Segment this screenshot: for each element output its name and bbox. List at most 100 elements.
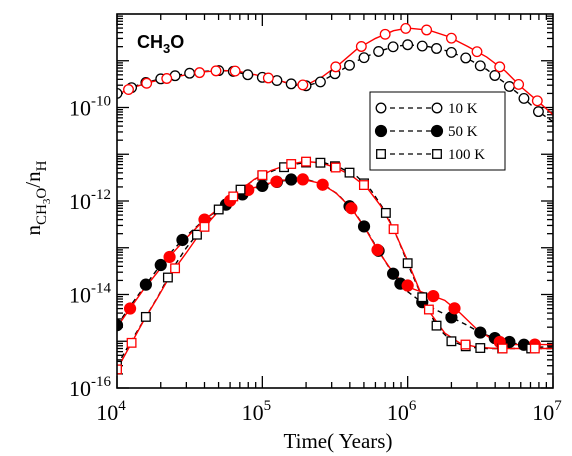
- marker-100-k-model: [170, 263, 181, 274]
- marker-100-k: [380, 207, 391, 218]
- marker-10-k: [445, 47, 457, 58]
- marker-10-k-model: [123, 84, 134, 95]
- x-tick-label: 106: [387, 398, 417, 425]
- marker-50-k-model: [371, 243, 384, 256]
- y-tick-label: 10-14: [69, 281, 111, 308]
- marker-100-k-model: [126, 337, 137, 348]
- x-axis-label: Time( Years): [284, 429, 393, 453]
- marker-100-k: [431, 320, 442, 331]
- marker-100-k-model: [330, 162, 341, 173]
- marker-50-k: [256, 179, 269, 193]
- marker-10-k: [503, 81, 515, 92]
- marker-50-k-model: [270, 175, 283, 188]
- marker-100-k: [446, 336, 457, 347]
- y-tick-label: 10-10: [69, 94, 111, 121]
- tick-labels: 104 105 106 107 10-16 10-14 10-12 10-10: [69, 94, 562, 426]
- y-tick-label: 10-16: [69, 374, 111, 401]
- marker-10-k: [518, 92, 530, 104]
- marker-10-k-model: [531, 95, 543, 107]
- marker-100-k-model: [358, 180, 369, 191]
- marker-10-k-model: [513, 78, 525, 90]
- marker-10-k-model: [262, 72, 274, 84]
- marker-100-k-model: [286, 159, 297, 169]
- marker-50-k: [387, 267, 400, 280]
- marker-10-k: [416, 40, 428, 52]
- x-tick-label: 104: [96, 398, 126, 425]
- marker-50-k: [285, 173, 298, 186]
- legend-marker: [430, 124, 444, 138]
- marker-10-k: [402, 39, 414, 51]
- legend-label: 50 K: [448, 124, 478, 140]
- x-tick-label: 107: [532, 398, 562, 425]
- marker-10-k: [285, 78, 297, 90]
- marker-10-k: [460, 52, 472, 64]
- marker-50-k-model: [345, 202, 358, 215]
- marker-10-k-model: [330, 61, 342, 73]
- marker-10-k: [358, 52, 370, 64]
- marker-100-k: [344, 167, 355, 178]
- marker-50-k: [176, 233, 189, 247]
- marker-10-k-model: [229, 65, 241, 77]
- marker-100-k: [162, 272, 173, 283]
- axis-ticks: [116, 14, 554, 389]
- marker-10-k-model: [194, 67, 206, 79]
- plot-frame: [116, 13, 554, 389]
- marker-100-k-model: [199, 221, 210, 232]
- marker-10-k-model: [494, 61, 506, 73]
- marker-10-k-model: [379, 28, 391, 40]
- marker-100-k: [417, 292, 428, 303]
- marker-10-k-model: [421, 24, 433, 36]
- legend-marker: [376, 149, 386, 159]
- marker-50-k: [139, 278, 152, 291]
- marker-10-k-model: [141, 77, 153, 89]
- marker-10-k: [373, 46, 385, 57]
- marker-100-k-model: [388, 224, 399, 235]
- marker-100-k: [140, 311, 151, 322]
- marker-100-k: [475, 343, 486, 353]
- legend-marker: [432, 149, 442, 159]
- marker-10-k: [532, 106, 544, 118]
- marker-50-k: [154, 258, 167, 272]
- marker-50-k-model: [401, 279, 414, 292]
- marker-100-k-model: [301, 156, 312, 167]
- y-axis-label: nCH3O/nH: [21, 160, 53, 235]
- series-line-50-k-model: [117, 178, 553, 346]
- marker-100-k-model: [228, 191, 239, 202]
- marker-10-k: [314, 76, 326, 88]
- marker-100-k-model: [117, 364, 122, 375]
- marker-10-k-model: [445, 32, 457, 44]
- species-label: CH3O: [137, 32, 184, 56]
- marker-10-k: [489, 70, 501, 81]
- marker-100-k: [213, 204, 224, 215]
- marker-10-k: [344, 59, 355, 71]
- marker-10-k: [117, 87, 123, 99]
- legend: 10 K 50 K 100 K: [369, 91, 506, 171]
- marker-10-k-model: [297, 79, 309, 91]
- marker-50-k-model: [123, 302, 137, 315]
- marker-50-k-model: [427, 290, 440, 303]
- series-layer: [117, 22, 553, 375]
- marker-100-k-model: [257, 170, 268, 181]
- marker-10-k-model: [161, 73, 173, 84]
- marker-50-k: [357, 220, 371, 233]
- marker-50-k-model: [316, 178, 329, 191]
- marker-10-k: [474, 60, 486, 72]
- marker-100-k-model: [529, 343, 540, 354]
- marker-100-k: [192, 229, 202, 240]
- legend-marker: [431, 102, 443, 114]
- marker-50-k-model: [296, 173, 309, 186]
- marker-100-k-model: [460, 339, 471, 350]
- marker-10-k: [431, 43, 442, 54]
- y-tick-label: 10-12: [69, 187, 111, 214]
- series-line-50-k: [117, 178, 553, 348]
- legend-marker: [374, 124, 388, 138]
- marker-50-k-model: [163, 250, 176, 264]
- marker-50-k-model: [448, 302, 461, 315]
- series-line-100-k: [117, 161, 553, 367]
- x-tick-label: 105: [242, 398, 272, 425]
- marker-10-k-model: [210, 65, 222, 77]
- legend-marker: [375, 102, 387, 114]
- marker-100-k: [402, 258, 413, 269]
- marker-10-k: [184, 67, 196, 79]
